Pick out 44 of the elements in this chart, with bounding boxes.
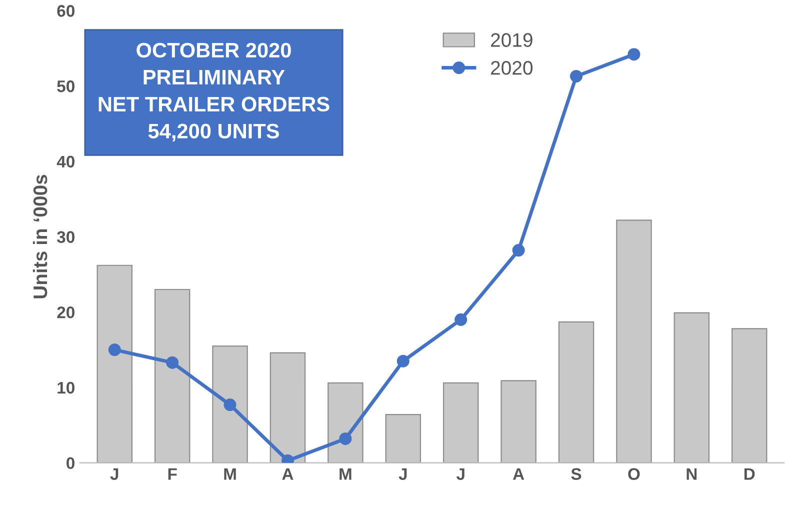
y-axis-title: Units in ‘000s bbox=[32, 174, 48, 298]
point bbox=[339, 432, 352, 445]
y-tick-label: 40 bbox=[56, 156, 74, 168]
y-tick-label: 30 bbox=[56, 231, 74, 243]
x-tick-label: M bbox=[224, 468, 236, 480]
bar bbox=[674, 312, 710, 463]
point bbox=[628, 48, 640, 61]
bar bbox=[500, 380, 536, 463]
point bbox=[570, 70, 583, 82]
x-tick-label: D bbox=[744, 468, 755, 480]
bar bbox=[442, 382, 479, 463]
x-tick-label: F bbox=[168, 468, 177, 480]
bar bbox=[385, 414, 422, 463]
point bbox=[108, 344, 121, 356]
bar bbox=[558, 321, 594, 463]
y-tick-label: 50 bbox=[57, 80, 74, 92]
point bbox=[224, 398, 236, 412]
bar bbox=[616, 220, 652, 463]
y-tick-label: 20 bbox=[57, 306, 74, 318]
y-tick-label: 60 bbox=[57, 5, 74, 17]
point bbox=[454, 313, 468, 326]
bar bbox=[154, 288, 190, 463]
x-tick-label: S bbox=[571, 468, 582, 480]
y-tick-label: 10 bbox=[58, 382, 74, 394]
x-tick-label: N bbox=[686, 468, 697, 480]
point bbox=[396, 354, 410, 368]
x-tick-label: O bbox=[628, 468, 640, 480]
text: OCTOBER 2020 PRELIMINARY NET TRAILER ORDERS 54,200 UNITS bbox=[98, 42, 330, 142]
bar bbox=[732, 328, 768, 463]
point bbox=[512, 244, 525, 257]
x-tick-label: M bbox=[340, 468, 352, 480]
x-tick-label: A bbox=[282, 468, 294, 480]
point bbox=[166, 356, 179, 369]
legend-label: 2019 bbox=[491, 33, 532, 47]
y-tick-label: 0 bbox=[66, 457, 74, 470]
bar bbox=[212, 345, 248, 463]
x-tick-label: A bbox=[512, 468, 524, 480]
x-tick-label: J bbox=[110, 468, 118, 480]
x-tick-label: J bbox=[398, 468, 407, 480]
x-tick-label: J bbox=[456, 468, 464, 480]
bar bbox=[270, 352, 306, 463]
legend-label: 2020 bbox=[491, 61, 533, 75]
bar bbox=[328, 382, 364, 463]
bar bbox=[96, 264, 132, 463]
